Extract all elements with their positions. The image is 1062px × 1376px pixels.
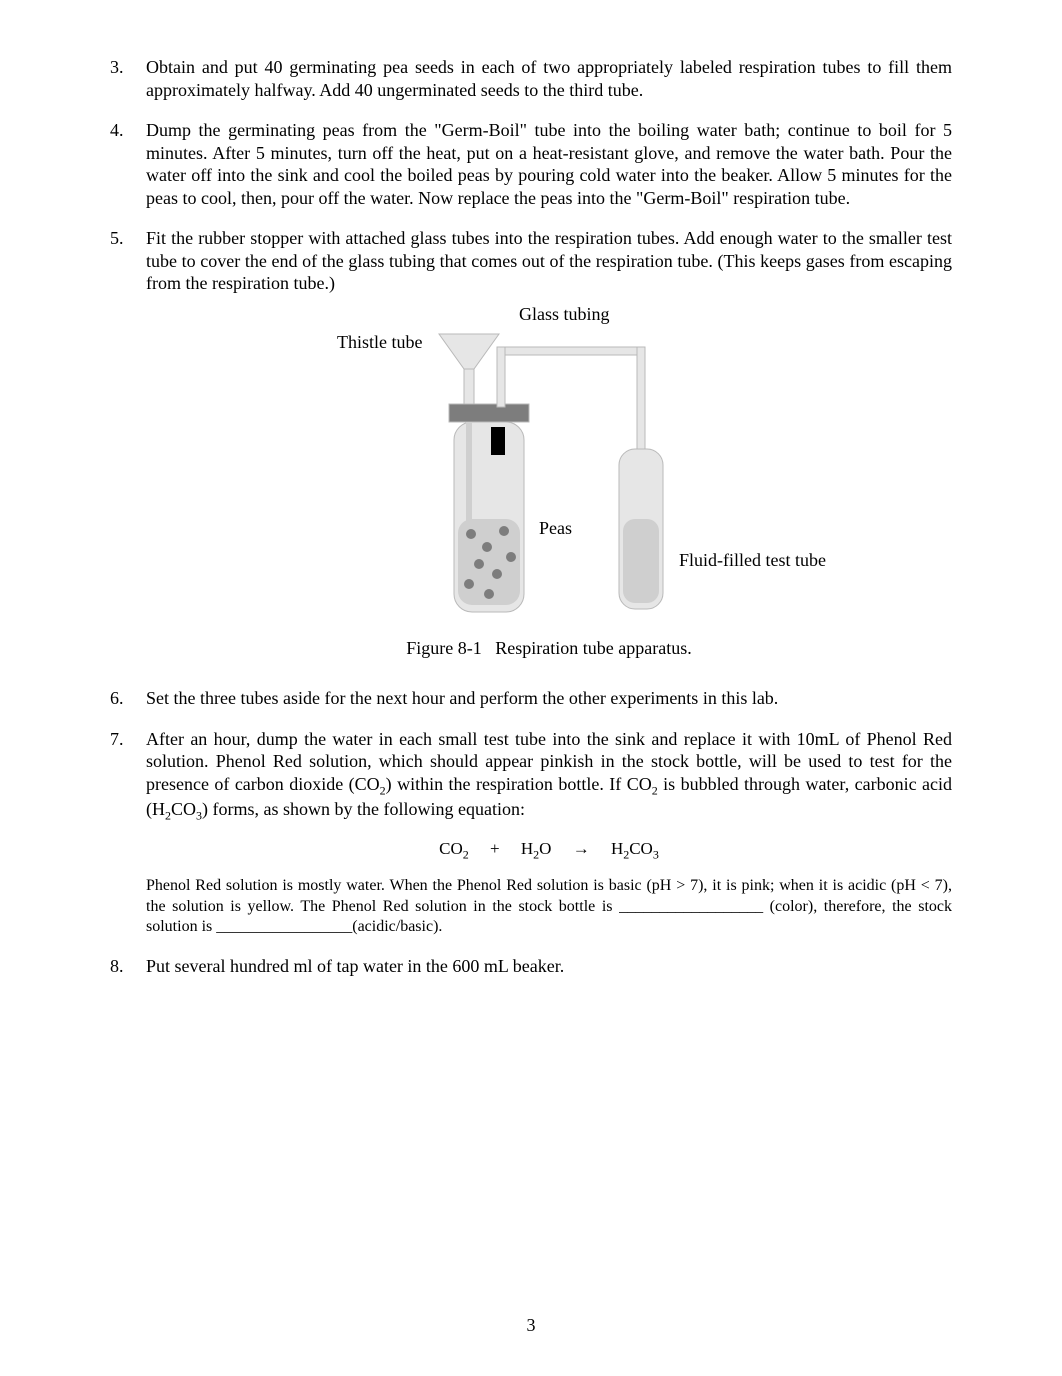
- step-text: Dump the germinating peas from the "Germ…: [146, 119, 952, 209]
- diagram: Glass tubing Thistle tube Peas Fluid-fil…: [239, 299, 859, 629]
- eq-h2co3-h: H: [611, 839, 623, 858]
- figure-caption: Figure 8-1 Respiration tube apparatus.: [406, 637, 691, 660]
- step-5: 5. Fit the rubber stopper with attached …: [110, 227, 952, 669]
- step-3: 3. Obtain and put 40 germinating pea see…: [110, 56, 952, 101]
- eq-h2co3-co: CO: [629, 839, 653, 858]
- p1d: CO: [171, 799, 196, 819]
- step-text: Obtain and put 40 germinating pea seeds …: [146, 56, 952, 101]
- figure-8-1: Glass tubing Thistle tube Peas Fluid-fil…: [146, 299, 952, 660]
- eq-h2o-h: H: [521, 839, 533, 858]
- figure-number: Figure 8-1: [406, 638, 482, 658]
- apparatus-svg: [239, 299, 859, 629]
- step-number: 6.: [110, 687, 146, 710]
- step-number: 3.: [110, 56, 146, 101]
- step-number: 5.: [110, 227, 146, 669]
- label-thistle-tube: Thistle tube: [337, 331, 422, 354]
- figure-title: Respiration tube apparatus.: [495, 638, 691, 658]
- step-6: 6. Set the three tubes aside for the nex…: [110, 687, 952, 710]
- step-text: Set the three tubes aside for the next h…: [146, 687, 952, 710]
- label-fluid-tube: Fluid-filled test tube: [679, 549, 826, 572]
- step-number: 4.: [110, 119, 146, 209]
- step-body: After an hour, dump the water in each sm…: [146, 728, 952, 938]
- p1e: ) forms, as shown by the following equat…: [202, 799, 525, 819]
- step-body: Fit the rubber stopper with attached gla…: [146, 227, 952, 669]
- p2: Phenol Red solution is mostly water. Whe…: [146, 876, 952, 937]
- label-glass-tubing: Glass tubing: [519, 303, 610, 326]
- step-number: 7.: [110, 728, 146, 938]
- eq-co2: CO: [439, 839, 463, 858]
- page-number: 3: [0, 1315, 1062, 1336]
- step-text: Put several hundred ml of tap water in t…: [146, 955, 952, 978]
- procedure-list: 3. Obtain and put 40 germinating pea see…: [110, 56, 952, 978]
- step-8: 8. Put several hundred ml of tap water i…: [110, 955, 952, 978]
- eq-h2o-o: O: [539, 839, 551, 858]
- label-peas: Peas: [539, 517, 572, 540]
- equation: CO2 + H2O → H2CO3: [146, 838, 952, 862]
- step-7: 7. After an hour, dump the water in each…: [110, 728, 952, 938]
- step-4: 4. Dump the germinating peas from the "G…: [110, 119, 952, 209]
- eq-arrow: →: [573, 839, 590, 858]
- eq-plus: +: [490, 839, 500, 858]
- step-text: Fit the rubber stopper with attached gla…: [146, 228, 952, 293]
- step-number: 8.: [110, 955, 146, 978]
- p1b: ) within the respiration bottle. If CO: [386, 774, 652, 794]
